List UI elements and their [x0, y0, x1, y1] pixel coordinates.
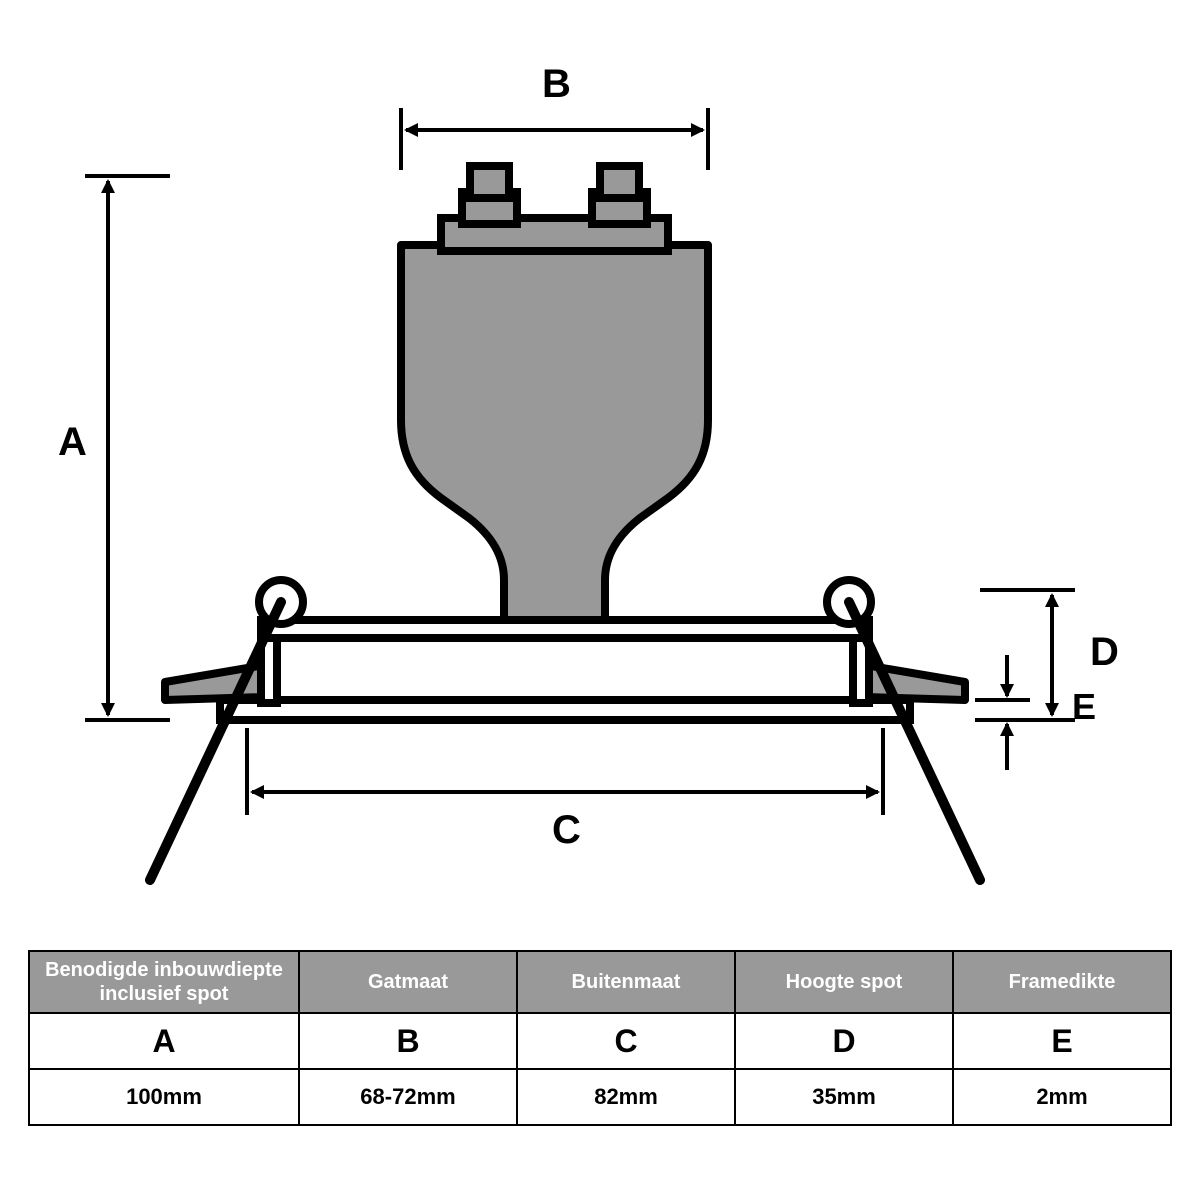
pin-left-top [470, 166, 509, 198]
col-letter-A: A [29, 1013, 299, 1069]
table-header-row: Benodigde inbouwdiepte inclusief spot Ga… [29, 951, 1171, 1013]
col-header-E: Framedikte [953, 951, 1171, 1013]
table-letter-row: A B C D E [29, 1013, 1171, 1069]
flange-bottom [220, 700, 910, 720]
col-header-A: Benodigde inbouwdiepte inclusief spot [29, 951, 299, 1013]
label-B: B [542, 62, 571, 107]
drawing-svg [0, 0, 1200, 940]
col-letter-E: E [953, 1013, 1171, 1069]
col-header-D: Hoogte spot [735, 951, 953, 1013]
col-value-C: 82mm [517, 1069, 735, 1125]
label-C: C [552, 808, 581, 853]
spring-right [849, 602, 980, 880]
col-letter-D: D [735, 1013, 953, 1069]
label-E: E [1072, 686, 1096, 728]
col-value-A: 100mm [29, 1069, 299, 1125]
table-value-row: 100mm 68-72mm 82mm 35mm 2mm [29, 1069, 1171, 1125]
pin-right-top [600, 166, 639, 198]
spec-table: Benodigde inbouwdiepte inclusief spot Ga… [28, 950, 1172, 1126]
col-value-D: 35mm [735, 1069, 953, 1125]
technical-drawing: A B C D E [0, 0, 1200, 940]
label-A: A [58, 420, 87, 465]
cup-floor [261, 620, 869, 638]
col-letter-B: B [299, 1013, 517, 1069]
col-value-B: 68-72mm [299, 1069, 517, 1125]
col-letter-C: C [517, 1013, 735, 1069]
col-header-C: Buitenmaat [517, 951, 735, 1013]
col-value-E: 2mm [953, 1069, 1171, 1125]
label-D: D [1090, 630, 1119, 675]
col-header-B: Gatmaat [299, 951, 517, 1013]
spring-left [150, 602, 281, 880]
bulb-body [401, 245, 708, 620]
